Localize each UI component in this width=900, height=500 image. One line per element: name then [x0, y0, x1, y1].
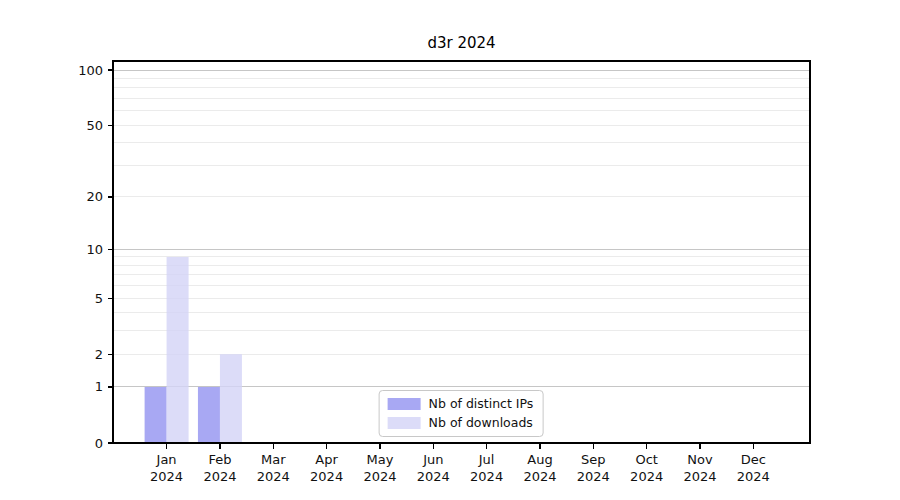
bar-jan-series0 [145, 387, 167, 443]
x-tick-label-month-sep: Sep [581, 452, 606, 467]
bar-feb-series1 [220, 354, 242, 443]
x-tick-label-month-jan: Jan [156, 452, 177, 467]
x-tick-label-year-oct: 2024 [630, 469, 663, 484]
y-tick-label-1: 1 [95, 379, 103, 394]
x-tick-label-year-aug: 2024 [523, 469, 556, 484]
legend-item-downloads: Nb of downloads [388, 415, 534, 430]
x-tick-label-month-may: May [367, 452, 394, 467]
y-tick-label-0: 0 [95, 436, 103, 451]
x-tick-label-month-mar: Mar [261, 452, 286, 467]
legend-label-distinct-ips: Nb of distinct IPs [429, 396, 534, 411]
plot-frame [113, 61, 810, 443]
x-tick-label-year-may: 2024 [363, 469, 396, 484]
x-tick-label-year-jan: 2024 [150, 469, 183, 484]
x-tick-label-month-jul: Jul [478, 452, 495, 467]
y-tick-label-50: 50 [86, 118, 103, 133]
x-tick-label-month-aug: Aug [527, 452, 552, 467]
x-tick-label-year-mar: 2024 [257, 469, 290, 484]
x-tick-label-year-jun: 2024 [417, 469, 450, 484]
legend-label-downloads: Nb of downloads [429, 415, 533, 430]
y-tick-label-10: 10 [86, 242, 103, 257]
x-tick-label-year-nov: 2024 [683, 469, 716, 484]
x-tick-label-month-dec: Dec [741, 452, 766, 467]
bar-jan-series1 [167, 257, 189, 443]
x-tick-label-month-oct: Oct [635, 452, 657, 467]
x-tick-label-month-nov: Nov [687, 452, 713, 467]
legend-item-distinct-ips: Nb of distinct IPs [388, 396, 534, 411]
legend-swatch-downloads [388, 417, 421, 429]
x-tick-label-year-jul: 2024 [470, 469, 503, 484]
x-tick-label-year-dec: 2024 [737, 469, 770, 484]
y-tick-label-20: 20 [86, 189, 103, 204]
y-tick-label-100: 100 [78, 63, 103, 78]
x-tick-label-year-apr: 2024 [310, 469, 343, 484]
legend: Nb of distinct IPs Nb of downloads [379, 390, 544, 437]
bar-feb-series0 [198, 387, 220, 443]
legend-swatch-distinct-ips [388, 398, 421, 410]
x-tick-label-month-jun: Jun [422, 452, 443, 467]
x-tick-label-month-apr: Apr [315, 452, 338, 467]
x-tick-label-year-feb: 2024 [203, 469, 236, 484]
chart-figure: d3r 2024 0125102050100Jan2024Feb2024Mar2… [0, 0, 900, 500]
y-tick-label-2: 2 [95, 347, 103, 362]
y-tick-label-5: 5 [95, 291, 103, 306]
x-tick-label-year-sep: 2024 [577, 469, 610, 484]
x-tick-label-month-feb: Feb [208, 452, 231, 467]
